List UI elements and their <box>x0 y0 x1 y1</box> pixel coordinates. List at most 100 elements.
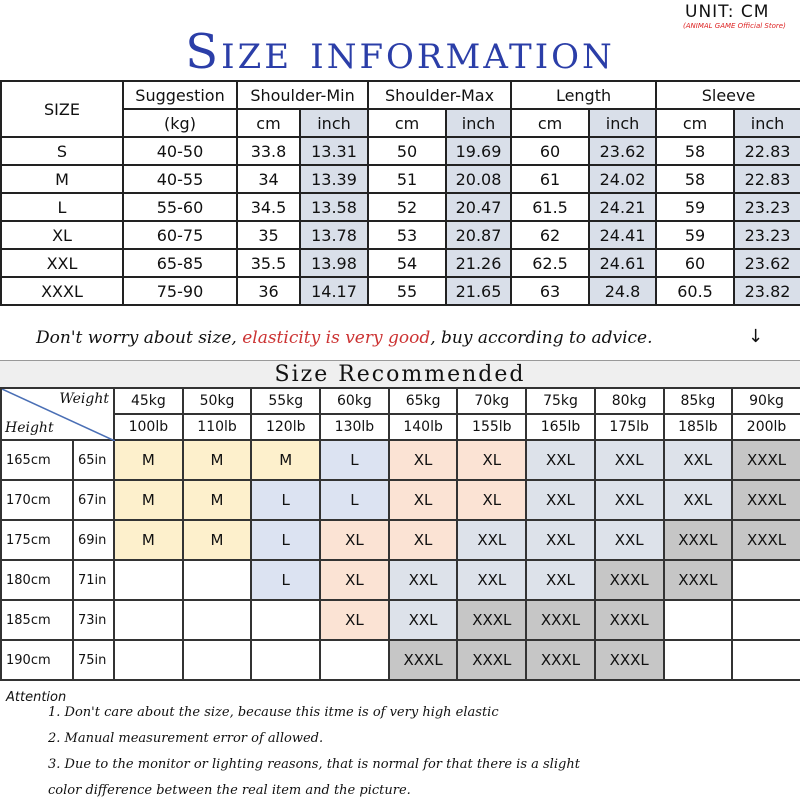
cm-cell: 63 <box>510 276 591 306</box>
group-header: Sleeve <box>655 80 800 110</box>
size-header: SIZE <box>0 80 124 138</box>
recommended-size-cell: L <box>319 479 390 521</box>
weight-label: Weight <box>59 391 109 407</box>
inch-cell: 13.78 <box>298 220 370 250</box>
cm-cell: 53 <box>367 220 448 250</box>
cm-cell: 61 <box>510 164 591 194</box>
weight-lb-header: 200lb <box>731 413 800 441</box>
unit-label: UNIT: CM <box>685 2 770 22</box>
cm-cell: 58 <box>655 136 736 166</box>
height-cm-cell: 170cm <box>0 479 74 521</box>
suggestion-header: Suggestion <box>122 80 238 110</box>
height-cm-cell: 185cm <box>0 599 74 641</box>
recommended-size-cell: M <box>113 519 184 561</box>
inch-cell: 13.98 <box>298 248 370 278</box>
recommended-size-cell: XXL <box>593 519 665 561</box>
advice-part: , buy according to advice. <box>430 328 653 348</box>
recommended-size-cell <box>662 599 734 641</box>
size-cell: XXL <box>0 248 124 278</box>
cm-cell: 60 <box>655 248 736 278</box>
recommended-size-cell <box>319 639 390 681</box>
recommend-row: 165cm 65in M M M L XL XL XXL XXL XXL XXXL <box>0 439 800 481</box>
size-cell: L <box>0 192 124 222</box>
cm-cell: 33.8 <box>236 136 301 166</box>
size-row: M 40-55 34 13.39 51 20.08 61 24.02 58 22.83 <box>0 164 800 194</box>
height-cm-cell: 180cm <box>0 559 74 601</box>
weight-lb-header: 155lb <box>456 413 528 441</box>
recommend-row: 170cm 67in M M L L XL XL XXL XXL XXL XXXL <box>0 479 800 521</box>
recommended-size-cell: M <box>181 439 253 481</box>
cm-cell: 50 <box>367 136 448 166</box>
recommended-size-cell: XXXL <box>731 439 800 481</box>
recommended-size-cell <box>181 559 253 601</box>
cm-cell: 59 <box>655 220 736 250</box>
recommended-size-cell: XL <box>456 479 528 521</box>
recommended-size-cell: XXXL <box>593 559 665 601</box>
weight-lb-header: 120lb <box>250 413 322 441</box>
weight-kg-header: 80kg <box>593 387 665 415</box>
inch-cell: 21.65 <box>445 276 513 306</box>
inch-header: inch <box>298 108 370 138</box>
height-label: Height <box>5 420 54 436</box>
cm-header: cm <box>655 108 736 138</box>
recommend-row: 190cm 75in XXXL XXXL XXXL XXXL <box>0 639 800 681</box>
size-table: SIZE Suggestion Shoulder-Min Shoulder-Ma… <box>0 80 800 306</box>
recommend-table: Weight Height 45kg 50kg 55kg 60kg 65kg 70kg 75… <box>0 387 800 681</box>
size-cell: XL <box>0 220 124 250</box>
inch-cell: 24.41 <box>588 220 658 250</box>
cm-cell: 54 <box>367 248 448 278</box>
recommended-size-cell: XL <box>387 479 459 521</box>
cm-cell: 59 <box>655 192 736 222</box>
recommended-size-cell: XXL <box>593 479 665 521</box>
corner-cell: Weight Height <box>0 387 115 441</box>
size-row: S 40-50 33.8 13.31 50 19.69 60 23.62 58 22.83 <box>0 136 800 166</box>
height-in-cell: 65in <box>72 439 115 481</box>
height-in-cell: 67in <box>72 479 115 521</box>
recommended-size-cell <box>250 599 322 641</box>
recommended-size-cell <box>113 599 184 641</box>
inch-cell: 24.8 <box>588 276 658 306</box>
height-in-cell: 69in <box>72 519 115 561</box>
weight-lb-header: 100lb <box>113 413 184 441</box>
weight-kg-header: 85kg <box>662 387 734 415</box>
inch-cell: 13.31 <box>298 136 370 166</box>
cm-cell: 34 <box>236 164 301 194</box>
recommended-size-cell: XXXL <box>456 599 528 641</box>
recommended-size-cell: XL <box>387 439 459 481</box>
weight-kg-header: 65kg <box>387 387 459 415</box>
recommend-row: 175cm 69in M M L XL XL XXL XXL XXL XXXL XXXL <box>0 519 800 561</box>
attention-note: 3. Due to the monitor or lighting reason… <box>48 757 580 772</box>
weight-kg-header: 50kg <box>181 387 253 415</box>
recommended-size-cell <box>731 599 800 641</box>
advice-part: Don't worry about size, <box>36 328 243 348</box>
recommended-size-cell: XXXL <box>525 639 596 681</box>
recommended-size-cell <box>181 639 253 681</box>
weight-kg-header: 90kg <box>731 387 800 415</box>
cm-cell: 62 <box>510 220 591 250</box>
recommended-size-cell: XXL <box>525 479 596 521</box>
recommended-size-cell: XL <box>319 599 390 641</box>
inch-cell: 19.69 <box>445 136 513 166</box>
recommended-size-cell <box>181 599 253 641</box>
cm-cell: 34.5 <box>236 192 301 222</box>
cm-cell: 35.5 <box>236 248 301 278</box>
inch-cell: 23.62 <box>733 248 800 278</box>
recommended-size-cell: XXL <box>387 559 459 601</box>
suggestion-unit: (kg) <box>122 108 238 138</box>
inch-cell: 23.62 <box>588 136 658 166</box>
recommended-size-cell: XXL <box>387 599 459 641</box>
weight-lb-header: 185lb <box>662 413 734 441</box>
recommended-size-cell: L <box>319 439 390 481</box>
recommended-size-cell: XXXL <box>662 519 734 561</box>
weight-kg-header: 70kg <box>456 387 528 415</box>
group-header: Length <box>510 80 658 110</box>
cm-header: cm <box>236 108 301 138</box>
store-label: (ANIMAL GAME Official Store) <box>683 22 786 30</box>
recommended-size-cell: XXXL <box>731 479 800 521</box>
recommended-size-cell: XXL <box>525 519 596 561</box>
recommend-title: Size Recommended <box>0 360 800 388</box>
recommended-size-cell: XXXL <box>731 519 800 561</box>
height-cm-cell: 190cm <box>0 639 74 681</box>
attention-note: 2. Manual measurement error of allowed. <box>48 731 324 746</box>
weight-cell: 75-90 <box>122 276 238 306</box>
